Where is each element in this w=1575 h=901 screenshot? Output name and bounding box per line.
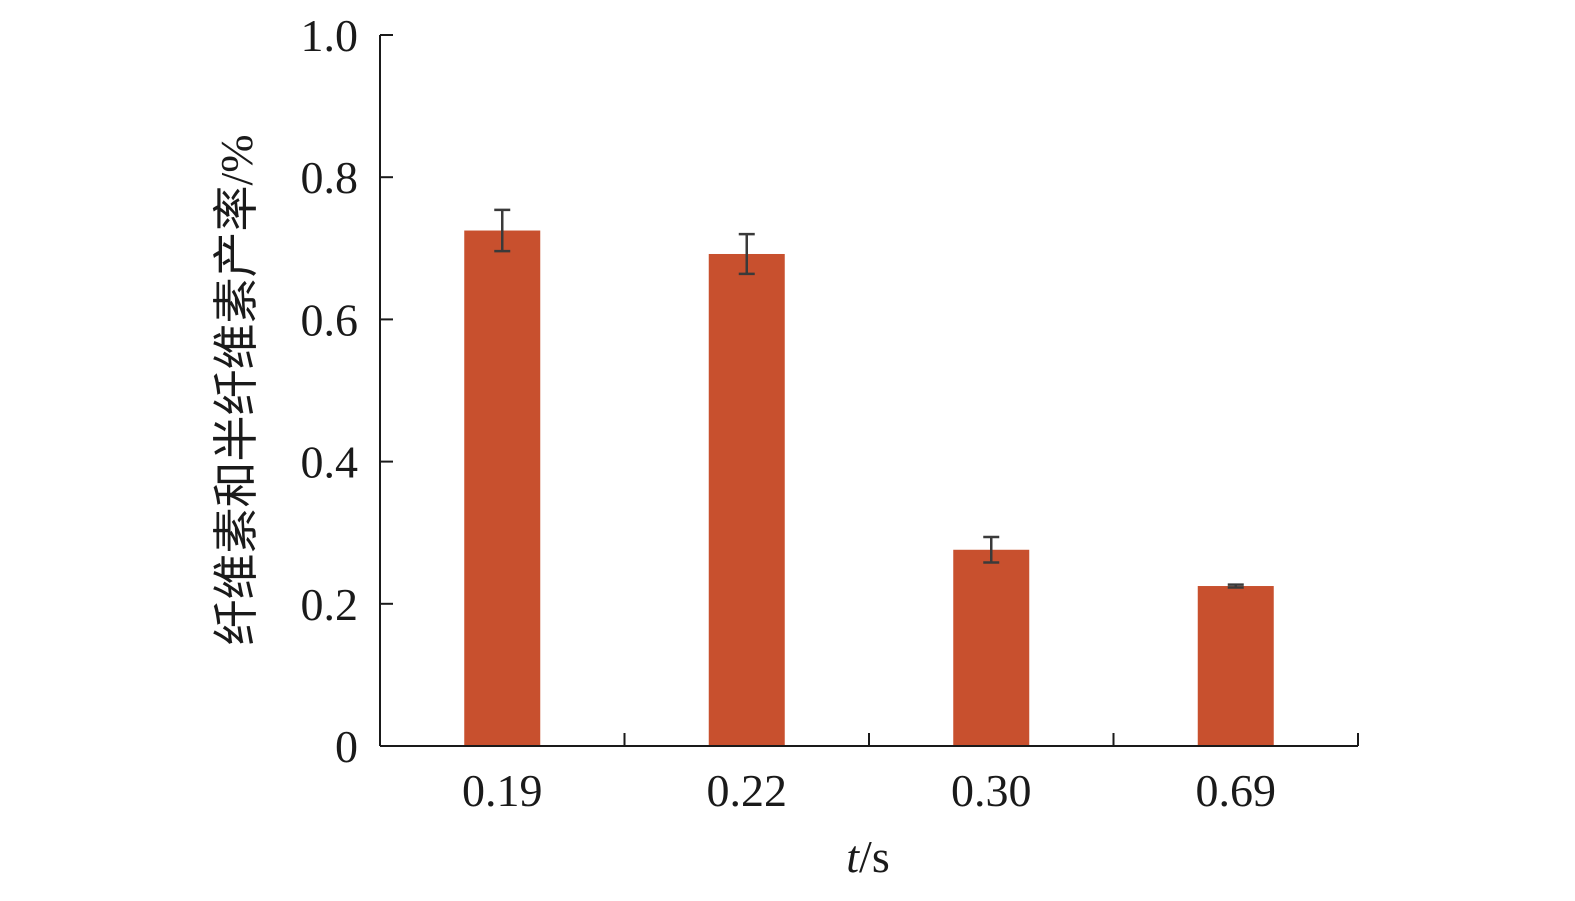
y-tick-label: 0 (335, 721, 358, 772)
error-bar (738, 232, 755, 276)
x-tick-label: 0.19 (462, 765, 543, 816)
x-axis-label: t/s (846, 831, 889, 882)
bars-group (464, 230, 1274, 746)
error-bar (1227, 583, 1244, 589)
y-tick-label: 0.2 (301, 579, 359, 630)
x-ticks-group: 0.19 0.22 0.30 0.69 (462, 733, 1359, 816)
x-axis-label-variable: t (846, 831, 860, 882)
y-tick-label: 0.4 (301, 437, 359, 488)
x-axis-label-unit: /s (859, 831, 890, 882)
y-tick-label: 1.0 (301, 10, 359, 61)
bar (1197, 586, 1274, 746)
y-tick-label: 0.6 (301, 294, 359, 345)
y-tick-label: 0.8 (301, 152, 359, 203)
x-tick-label: 0.69 (1196, 765, 1277, 816)
error-bar (983, 535, 1000, 564)
y-ticks-group: 0 0.2 0.4 0.6 0.8 1.0 (301, 10, 393, 772)
errorbars-group (494, 208, 1244, 589)
error-bar (494, 208, 511, 253)
bar (953, 549, 1030, 746)
y-axis-label: 纤维素和半纤维素产率/% (211, 134, 262, 645)
x-tick-label: 0.22 (707, 765, 788, 816)
x-tick-label: 0.30 (951, 765, 1032, 816)
bar (708, 253, 785, 746)
bar (464, 230, 541, 746)
